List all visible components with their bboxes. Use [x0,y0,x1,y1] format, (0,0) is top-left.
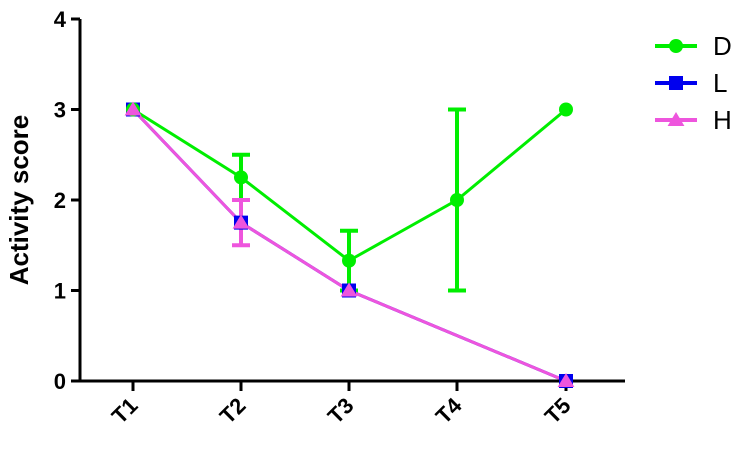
y-tick-label: 3 [54,98,66,123]
y-tick-label: 0 [54,369,66,394]
series-line-H [131,108,567,383]
legend: DLH [655,31,732,135]
legend-label-D: D [713,31,732,61]
point-H-T5 [557,372,575,388]
legend-marker-D [669,39,683,53]
x-tick-label: T3 [323,393,359,429]
point-H-T3 [340,282,358,297]
point-H-T1 [124,101,142,116]
y-tick-label: 4 [54,7,67,32]
point-D-T4 [450,193,464,207]
x-tick-label: T2 [215,393,251,429]
x-tick-label: T1 [107,393,143,429]
point-D-T5 [559,102,573,117]
legend-label-L: L [713,68,727,98]
x-tick-label: T5 [540,393,576,429]
legend-marker-H [667,111,685,127]
legend-marker-L [669,76,683,90]
point-D-T2 [234,170,248,185]
axes: 0 1 2 3 4 T1 T2 T3 T4 T5 [54,7,625,429]
x-tick-label: T4 [431,392,467,428]
legend-label-H: H [713,105,732,135]
point-H-T2 [232,214,250,229]
y-tick-label: 2 [54,188,66,213]
point-D-T3 [342,253,356,268]
y-axis-label: Activity score [4,115,34,286]
series-markers [124,101,575,388]
y-tick-label: 1 [54,279,66,304]
